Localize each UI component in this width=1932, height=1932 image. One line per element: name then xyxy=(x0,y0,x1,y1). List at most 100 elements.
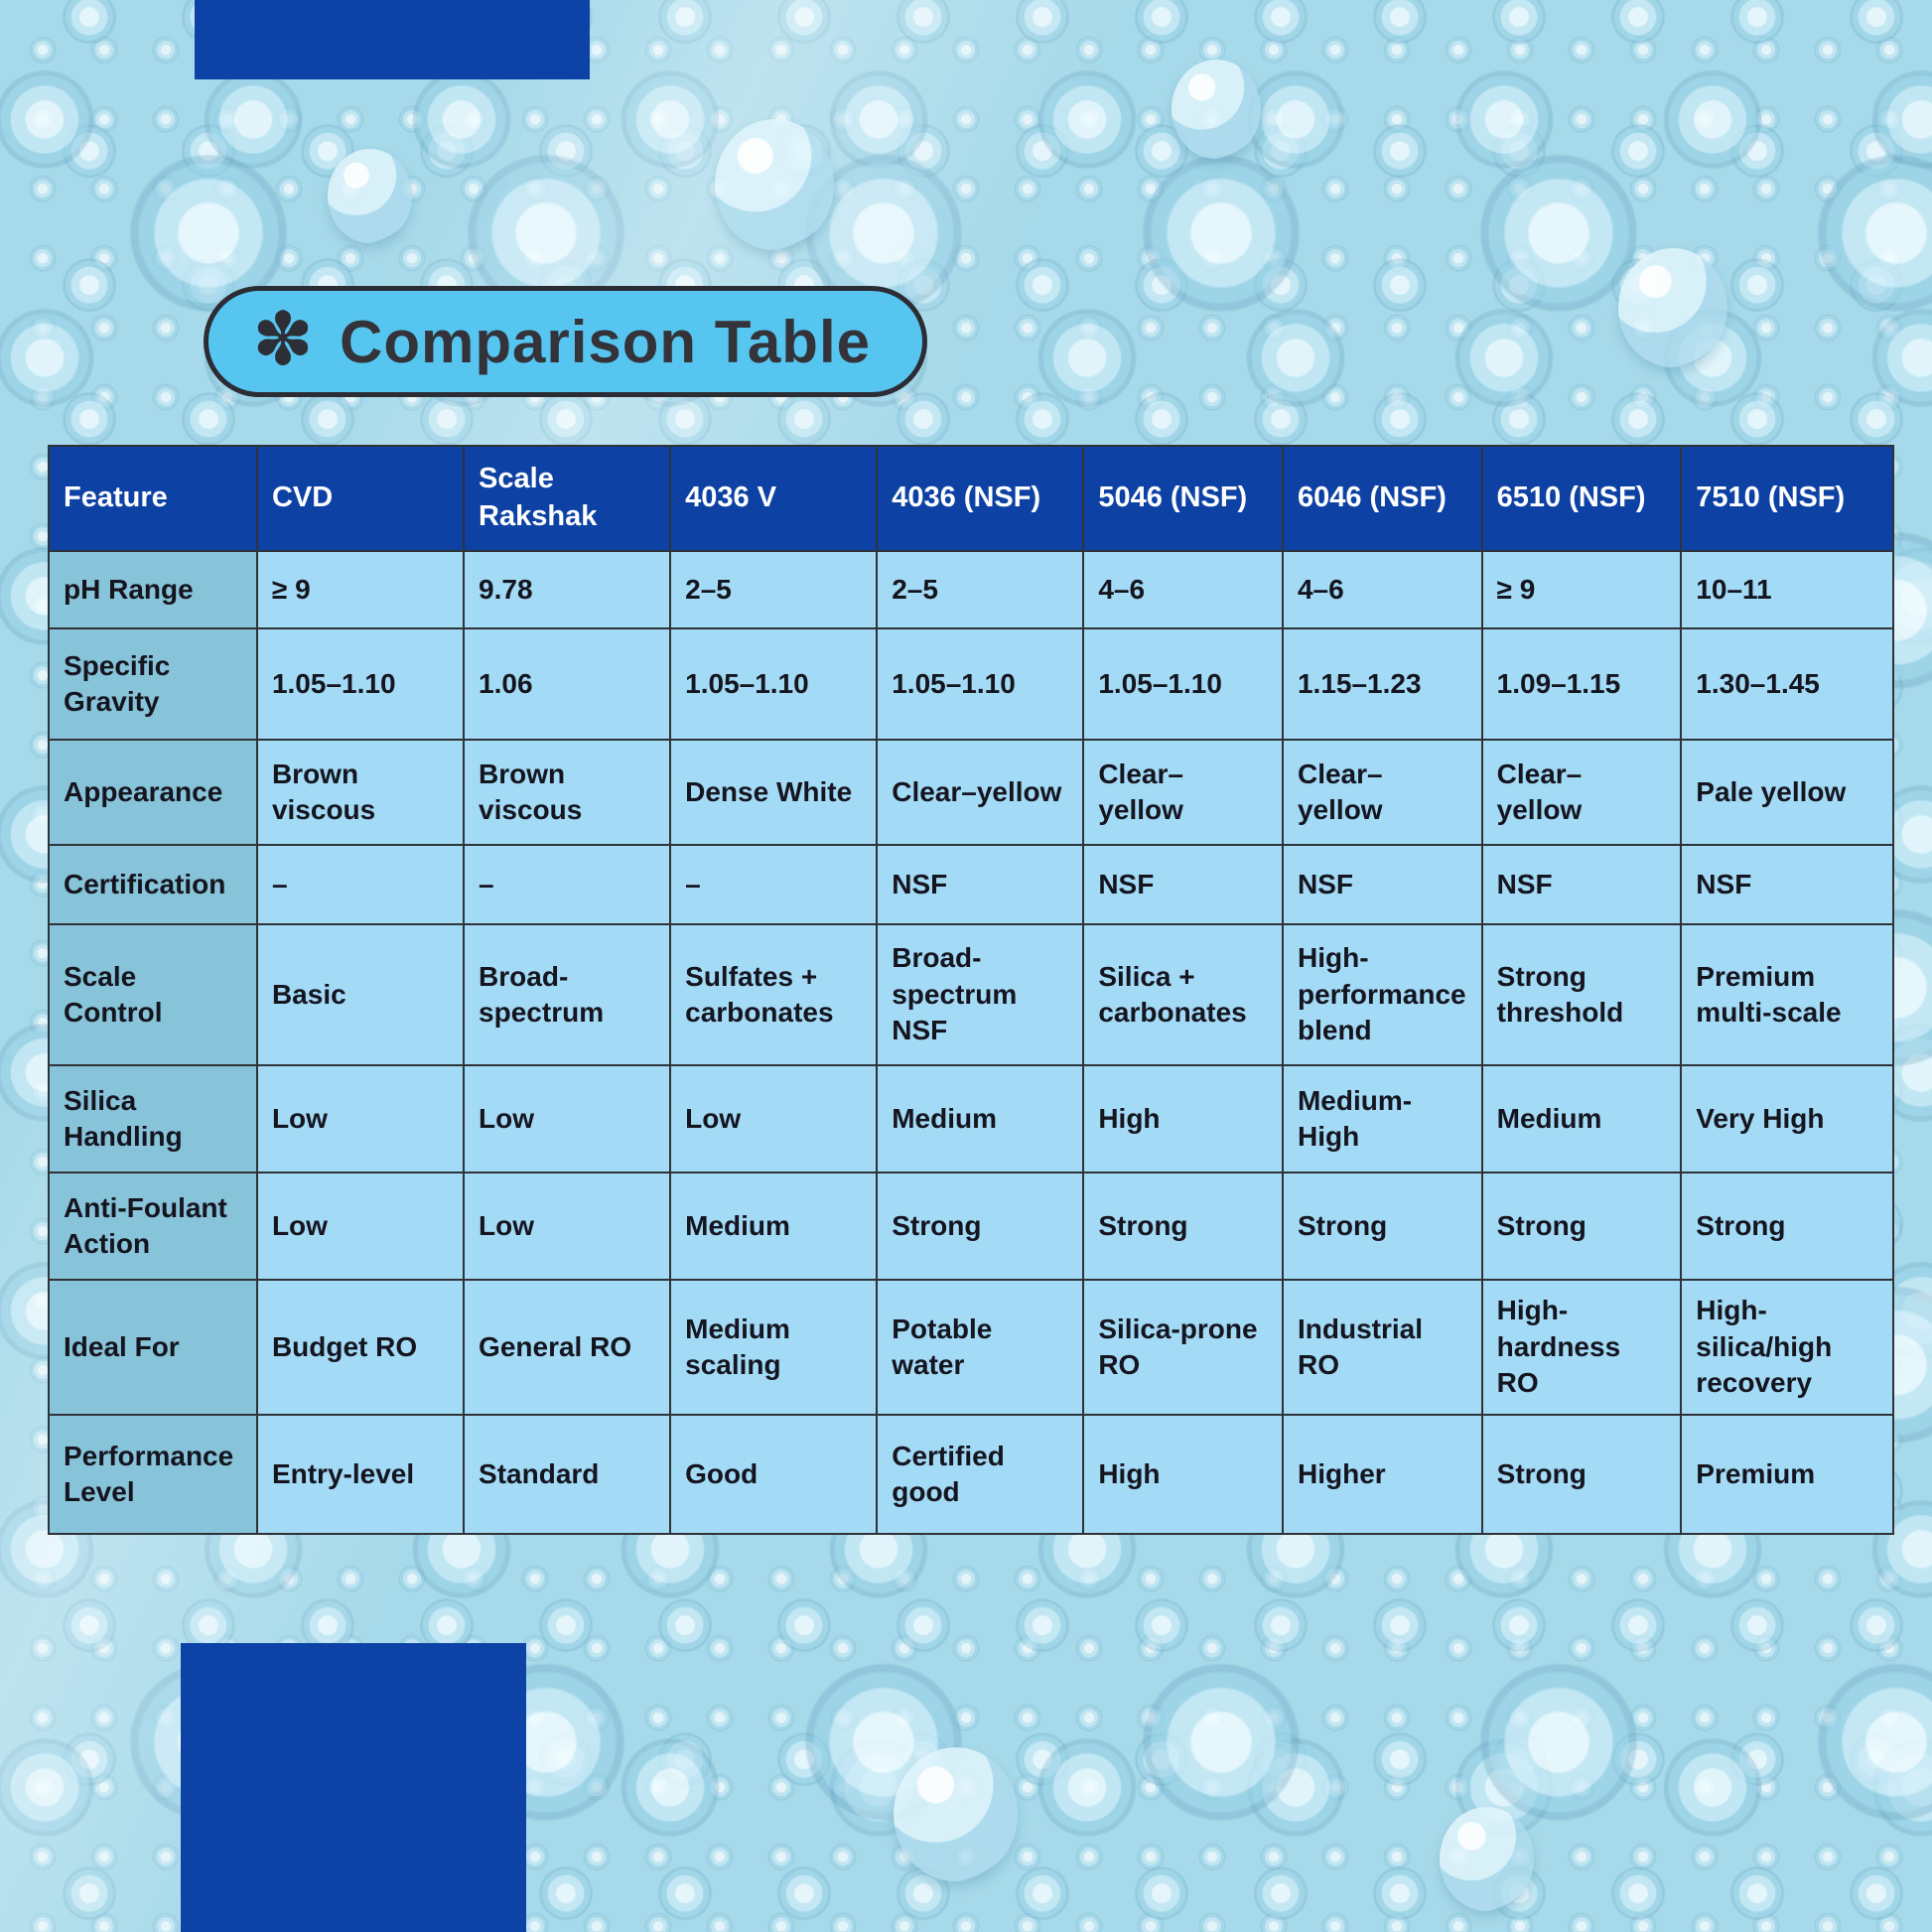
table-row-appearance: Appearance Brown viscous Brown viscous D… xyxy=(48,739,1894,846)
table-row-anti-foulant-action: Anti-Foulant Action Low Low Medium Stron… xyxy=(48,1172,1894,1281)
table-row-scale-control: Scale Control Basic Broad-spectrum Sulfa… xyxy=(48,923,1894,1066)
table-cell: Clear–yellow xyxy=(876,739,1085,846)
top-navy-rectangle xyxy=(195,0,590,79)
table-cell: Medium xyxy=(669,1172,879,1281)
table-cell: Clear–yellow xyxy=(1082,739,1284,846)
table-cell: Standard xyxy=(463,1414,672,1535)
table-cell: ≥ 9 xyxy=(1480,550,1683,629)
table-cell: Very High xyxy=(1680,1064,1894,1173)
table-cell: 1.06 xyxy=(463,627,672,741)
table-cell: Potable water xyxy=(876,1279,1085,1416)
header-cell-5046nsf: 5046 (NSF) xyxy=(1082,445,1284,552)
feature-cell: Anti-Foulant Action xyxy=(48,1172,258,1281)
table-cell: Higher xyxy=(1281,1414,1483,1535)
table-cell: General RO xyxy=(463,1279,672,1416)
table-row-performance-level: Performance Level Entry-level Standard G… xyxy=(48,1414,1894,1535)
table-cell: Premium xyxy=(1680,1414,1894,1535)
table-cell: Pale yellow xyxy=(1680,739,1894,846)
table-header-row: Feature CVD Scale Rakshak 4036 V 4036 (N… xyxy=(48,445,1894,552)
title-badge: ✽ Comparison Table xyxy=(204,286,927,397)
header-cell-4036nsf: 4036 (NSF) xyxy=(876,445,1085,552)
table-cell: Strong xyxy=(1680,1172,1894,1281)
table-cell: High xyxy=(1082,1064,1284,1173)
table-cell: 1.05–1.10 xyxy=(1082,627,1284,741)
table-cell: Strong xyxy=(1082,1172,1284,1281)
table-cell: Low xyxy=(463,1172,672,1281)
table-cell: Silica + carbonates xyxy=(1082,923,1284,1066)
table-cell: Good xyxy=(669,1414,879,1535)
table-cell: Medium-High xyxy=(1281,1064,1483,1173)
table-cell: Entry-level xyxy=(255,1414,466,1535)
header-cell-feature: Feature xyxy=(48,445,258,552)
table-row-ph-range: pH Range ≥ 9 9.78 2–5 2–5 4–6 4–6 ≥ 9 10… xyxy=(48,550,1894,629)
table-cell: High xyxy=(1082,1414,1284,1535)
table-cell: Budget RO xyxy=(255,1279,466,1416)
table-cell: Strong xyxy=(1480,1414,1683,1535)
header-cell-cvd: CVD xyxy=(255,445,466,552)
water-droplet xyxy=(1172,60,1261,159)
table-row-specific-gravity: Specific Gravity 1.05–1.10 1.06 1.05–1.1… xyxy=(48,627,1894,741)
table-cell: Low xyxy=(669,1064,879,1173)
table-row-ideal-for: Ideal For Budget RO General RO Medium sc… xyxy=(48,1279,1894,1416)
feature-cell: Silica Handling xyxy=(48,1064,258,1173)
table-cell: NSF xyxy=(1082,844,1284,925)
feature-cell: Performance Level xyxy=(48,1414,258,1535)
header-cell-6046nsf: 6046 (NSF) xyxy=(1281,445,1483,552)
table-cell: Low xyxy=(463,1064,672,1173)
table-cell: Clear–yellow xyxy=(1480,739,1683,846)
table-cell: High-silica/high recovery xyxy=(1680,1279,1894,1416)
table-cell: 1.15–1.23 xyxy=(1281,627,1483,741)
table-row-silica-handling: Silica Handling Low Low Low Medium High … xyxy=(48,1064,1894,1173)
table-cell: 10–11 xyxy=(1680,550,1894,629)
table-cell: 1.30–1.45 xyxy=(1680,627,1894,741)
table-cell: 9.78 xyxy=(463,550,672,629)
table-cell: 2–5 xyxy=(876,550,1085,629)
table-cell: Strong threshold xyxy=(1480,923,1683,1066)
header-cell-7510nsf: 7510 (NSF) xyxy=(1680,445,1894,552)
water-droplet xyxy=(1618,248,1727,367)
flower-asterisk-icon: ✽ xyxy=(252,298,315,380)
table-cell: – xyxy=(669,844,879,925)
comparison-table: Feature CVD Scale Rakshak 4036 V 4036 (N… xyxy=(48,445,1894,1535)
table-cell: 2–5 xyxy=(669,550,879,629)
table-cell: Dense White xyxy=(669,739,879,846)
water-droplet xyxy=(328,149,412,243)
water-droplet xyxy=(715,119,834,250)
table-cell: NSF xyxy=(1680,844,1894,925)
table-cell: NSF xyxy=(876,844,1085,925)
water-droplet xyxy=(894,1747,1018,1881)
table-cell: Medium scaling xyxy=(669,1279,879,1416)
bottom-navy-rectangle xyxy=(181,1643,526,1932)
feature-cell: Ideal For xyxy=(48,1279,258,1416)
table-cell: Medium xyxy=(876,1064,1085,1173)
table-cell: – xyxy=(255,844,466,925)
table-cell: NSF xyxy=(1480,844,1683,925)
page-title: Comparison Table xyxy=(340,308,871,375)
feature-cell: Certification xyxy=(48,844,258,925)
table-cell: Clear–yellow xyxy=(1281,739,1483,846)
feature-cell: pH Range xyxy=(48,550,258,629)
table-cell: 1.05–1.10 xyxy=(669,627,879,741)
table-cell: High-performance blend xyxy=(1281,923,1483,1066)
table-cell: Broad-spectrum xyxy=(463,923,672,1066)
table-cell: Broad-spectrum NSF xyxy=(876,923,1085,1066)
table-cell: Low xyxy=(255,1172,466,1281)
table-cell: Basic xyxy=(255,923,466,1066)
table-cell: Silica-prone RO xyxy=(1082,1279,1284,1416)
table-cell: Low xyxy=(255,1064,466,1173)
table-cell: 1.05–1.10 xyxy=(255,627,466,741)
table-cell: Medium xyxy=(1480,1064,1683,1173)
table-cell: Strong xyxy=(1480,1172,1683,1281)
table-cell: Brown viscous xyxy=(255,739,466,846)
table-cell: Brown viscous xyxy=(463,739,672,846)
header-cell-6510nsf: 6510 (NSF) xyxy=(1480,445,1683,552)
table-cell: Sulfates + carbonates xyxy=(669,923,879,1066)
table-row-certification: Certification – – – NSF NSF NSF NSF NSF xyxy=(48,844,1894,925)
header-cell-4036v: 4036 V xyxy=(669,445,879,552)
feature-cell: Appearance xyxy=(48,739,258,846)
table-cell: 4–6 xyxy=(1082,550,1284,629)
feature-cell: Scale Control xyxy=(48,923,258,1066)
table-cell: Strong xyxy=(876,1172,1085,1281)
table-cell: 1.05–1.10 xyxy=(876,627,1085,741)
